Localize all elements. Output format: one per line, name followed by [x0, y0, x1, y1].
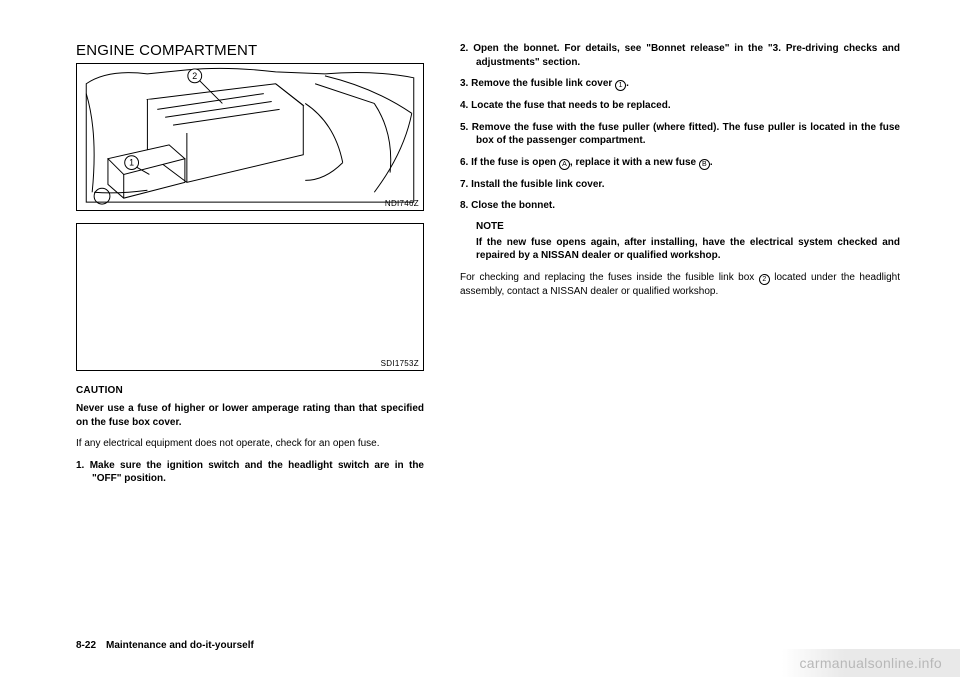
step-3-text-b: . — [626, 78, 629, 89]
section-title: ENGINE COMPARTMENT — [76, 42, 424, 59]
step-3-num: 3. — [460, 78, 468, 89]
caution-label: CAUTION — [76, 385, 424, 396]
circle-1-icon: 1 — [615, 80, 626, 91]
step-8-text: Close the bonnet. — [471, 200, 555, 211]
note-label: NOTE — [476, 221, 900, 232]
two-column-layout: ENGINE COMPARTMENT — [76, 42, 900, 494]
step-2-text: Open the bonnet. For details, see "Bonne… — [473, 43, 900, 68]
step-1: 1. Make sure the ignition switch and the… — [76, 459, 424, 486]
chapter-title: Maintenance and do-it-yourself — [106, 640, 254, 651]
left-column: ENGINE COMPARTMENT — [76, 42, 424, 494]
intro-paragraph: If any electrical equipment does not ope… — [76, 437, 424, 451]
step-6-text-c: . — [710, 157, 713, 168]
step-6-text-b: , replace it with a new fuse — [570, 157, 699, 168]
figure2-code: SDI1753Z — [381, 359, 419, 368]
steps-list-left: 1. Make sure the ignition switch and the… — [76, 459, 424, 486]
caution-body: Never use a fuse of higher or lower ampe… — [76, 402, 424, 429]
circle-a-icon: A — [559, 159, 570, 170]
figure-fuse-diagram: SDI1753Z — [76, 223, 424, 371]
engine-diagram-svg: 2 1 — [77, 64, 423, 210]
step-4: 4. Locate the fuse that needs to be repl… — [460, 99, 900, 113]
step-1-num: 1. — [76, 460, 84, 471]
step-6-num: 6. — [460, 157, 468, 168]
step-4-text: Locate the fuse that needs to be replace… — [471, 100, 671, 111]
callout-2-label: 2 — [192, 71, 197, 81]
step-7-num: 7. — [460, 179, 468, 190]
note-body: If the new fuse opens again, after insta… — [476, 236, 900, 263]
circle-2-icon: 2 — [759, 274, 770, 285]
figure1-code: NDI746Z — [385, 199, 419, 208]
page-footer: 8-22 Maintenance and do-it-yourself — [76, 640, 254, 651]
steps-list-right: 2. Open the bonnet. For details, see "Bo… — [460, 42, 900, 213]
step-3-text-a: Remove the fusible link cover — [471, 78, 615, 89]
right-column: 2. Open the bonnet. For details, see "Bo… — [460, 42, 900, 494]
step-4-num: 4. — [460, 100, 468, 111]
page-number: 8-22 — [76, 640, 96, 651]
trailing-a: For checking and replacing the fuses ins… — [460, 272, 759, 283]
step-3: 3. Remove the fusible link cover 1. — [460, 77, 900, 91]
manual-page: ENGINE COMPARTMENT — [0, 0, 960, 518]
note-block: NOTE If the new fuse opens again, after … — [460, 221, 900, 263]
step-6-text-a: If the fuse is open — [471, 157, 559, 168]
circle-b-icon: B — [699, 159, 710, 170]
step-8-num: 8. — [460, 200, 468, 211]
step-7-text: Install the fusible link cover. — [471, 179, 604, 190]
step-5-num: 5. — [460, 122, 468, 133]
step-6: 6. If the fuse is open A, replace it wit… — [460, 156, 900, 170]
figure-engine-compartment: 2 1 NDI746Z — [76, 63, 424, 211]
watermark: carmanualsonline.info — [782, 649, 960, 677]
step-7: 7. Install the fusible link cover. — [460, 178, 900, 192]
trailing-paragraph: For checking and replacing the fuses ins… — [460, 271, 900, 299]
step-2-num: 2. — [460, 43, 468, 54]
callout-1-label: 1 — [129, 158, 134, 168]
step-5-text: Remove the fuse with the fuse puller (wh… — [472, 122, 900, 147]
step-2: 2. Open the bonnet. For details, see "Bo… — [460, 42, 900, 69]
step-1-text: Make sure the ignition switch and the he… — [90, 460, 424, 485]
step-8: 8. Close the bonnet. — [460, 199, 900, 213]
step-5: 5. Remove the fuse with the fuse puller … — [460, 121, 900, 148]
